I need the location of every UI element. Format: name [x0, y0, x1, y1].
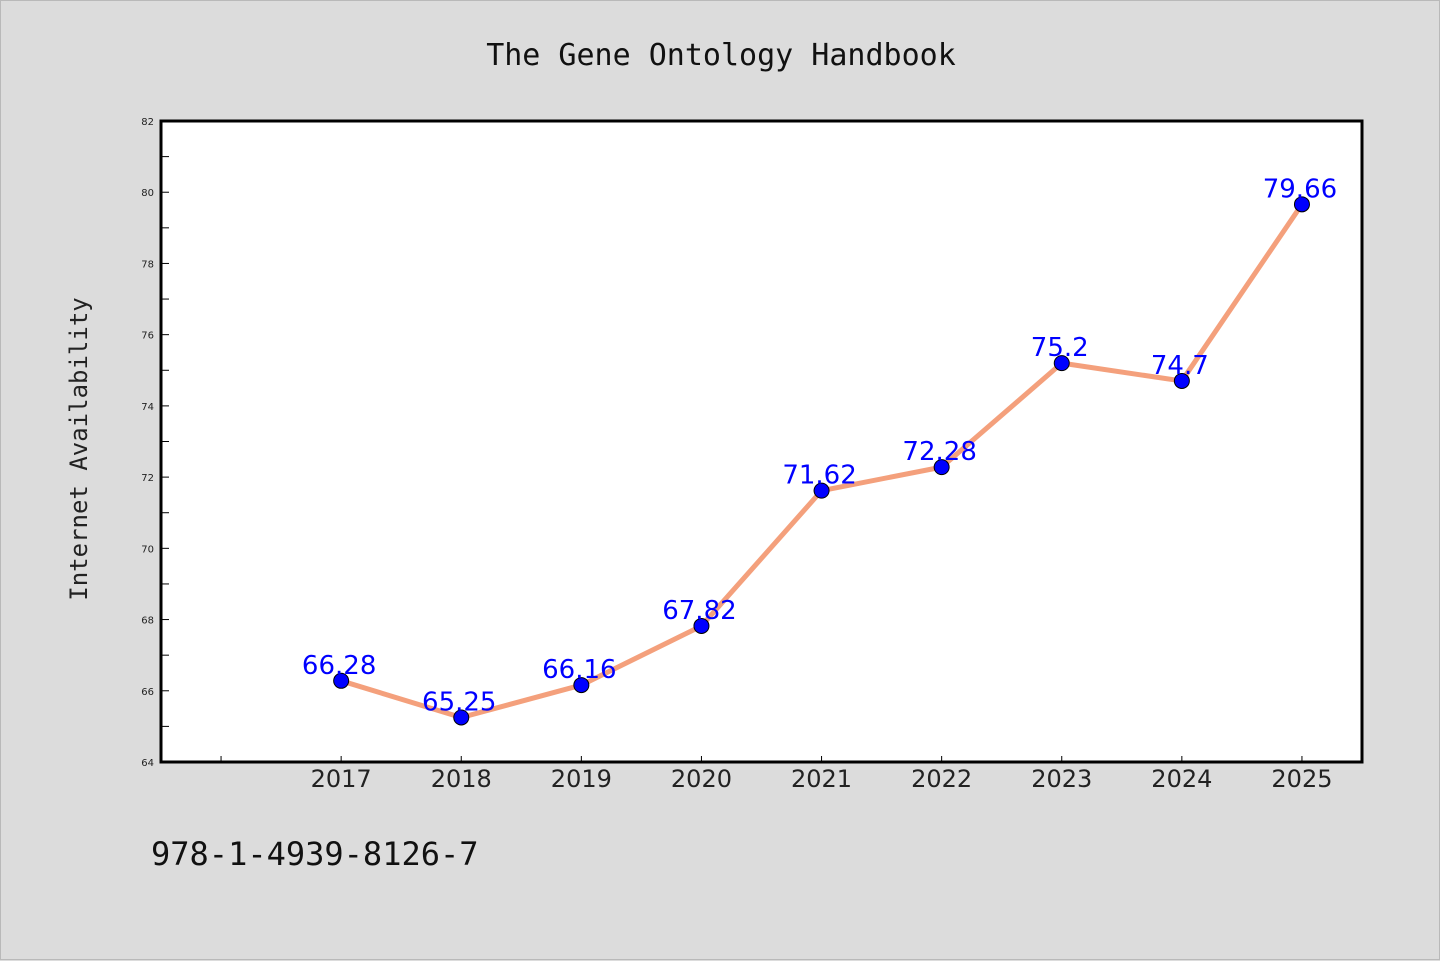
y-tick-label: 70	[141, 544, 154, 555]
data-label-2018: 65.25	[422, 687, 496, 717]
y-axis-label: Internet Availability	[65, 297, 93, 600]
x-tick-label: 2023	[1031, 765, 1092, 793]
y-tick-label: 66	[141, 687, 154, 698]
x-tick-label: 2021	[791, 765, 852, 793]
y-tick-label: 72	[141, 473, 154, 484]
y-tick-label: 76	[141, 331, 154, 342]
data-label-2025: 79.66	[1263, 174, 1337, 204]
data-point-2018	[453, 709, 470, 726]
data-point-2020	[693, 617, 710, 634]
data-label-2022: 72.28	[902, 437, 976, 467]
data-label-2021: 71.62	[782, 461, 856, 491]
x-tick-label: 2017	[311, 765, 372, 793]
plot-area	[161, 121, 1362, 762]
isbn-footer: 978-1-4939-8126-7	[151, 835, 479, 873]
data-point-2021	[813, 482, 830, 499]
x-tick-label: 2018	[431, 765, 492, 793]
data-label-2017: 66.28	[302, 651, 376, 681]
chart-title: The Gene Ontology Handbook	[486, 38, 956, 73]
x-tick-label: 2025	[1271, 765, 1332, 793]
data-point-2022	[933, 459, 950, 476]
data-label-2019: 66.16	[542, 655, 616, 685]
data-label-2024: 74.7	[1151, 351, 1209, 381]
y-tick-label: 78	[141, 259, 154, 270]
data-labels: 66.28 65.25 66.16 67.82 71.62 72.28 75.2 74.7 79…	[302, 174, 1337, 717]
x-axis: 2017 2018 2019 2020 2021 2022 2023 2024 2025	[220, 756, 1332, 793]
y-tick-label: 64	[141, 758, 154, 769]
x-tick-label: 2022	[911, 765, 972, 793]
x-tick-label: 2024	[1151, 765, 1212, 793]
plot-frame	[159, 119, 1364, 764]
data-point-2024	[1173, 372, 1190, 389]
data-point-2019	[573, 677, 590, 694]
series-layer	[333, 196, 1310, 726]
y-tick-label: 82	[141, 117, 154, 128]
y-tick-label: 74	[141, 402, 154, 413]
data-point-2017	[333, 672, 350, 689]
y-tick-label: 68	[141, 616, 154, 627]
data-point-2025	[1293, 196, 1310, 213]
data-label-2020: 67.82	[662, 596, 736, 626]
x-tick-label: 2020	[671, 765, 732, 793]
y-tick-label: 80	[141, 188, 154, 199]
data-point-2023	[1053, 355, 1070, 372]
x-tick-label: 2019	[551, 765, 612, 793]
data-label-2023: 75.2	[1031, 333, 1089, 363]
